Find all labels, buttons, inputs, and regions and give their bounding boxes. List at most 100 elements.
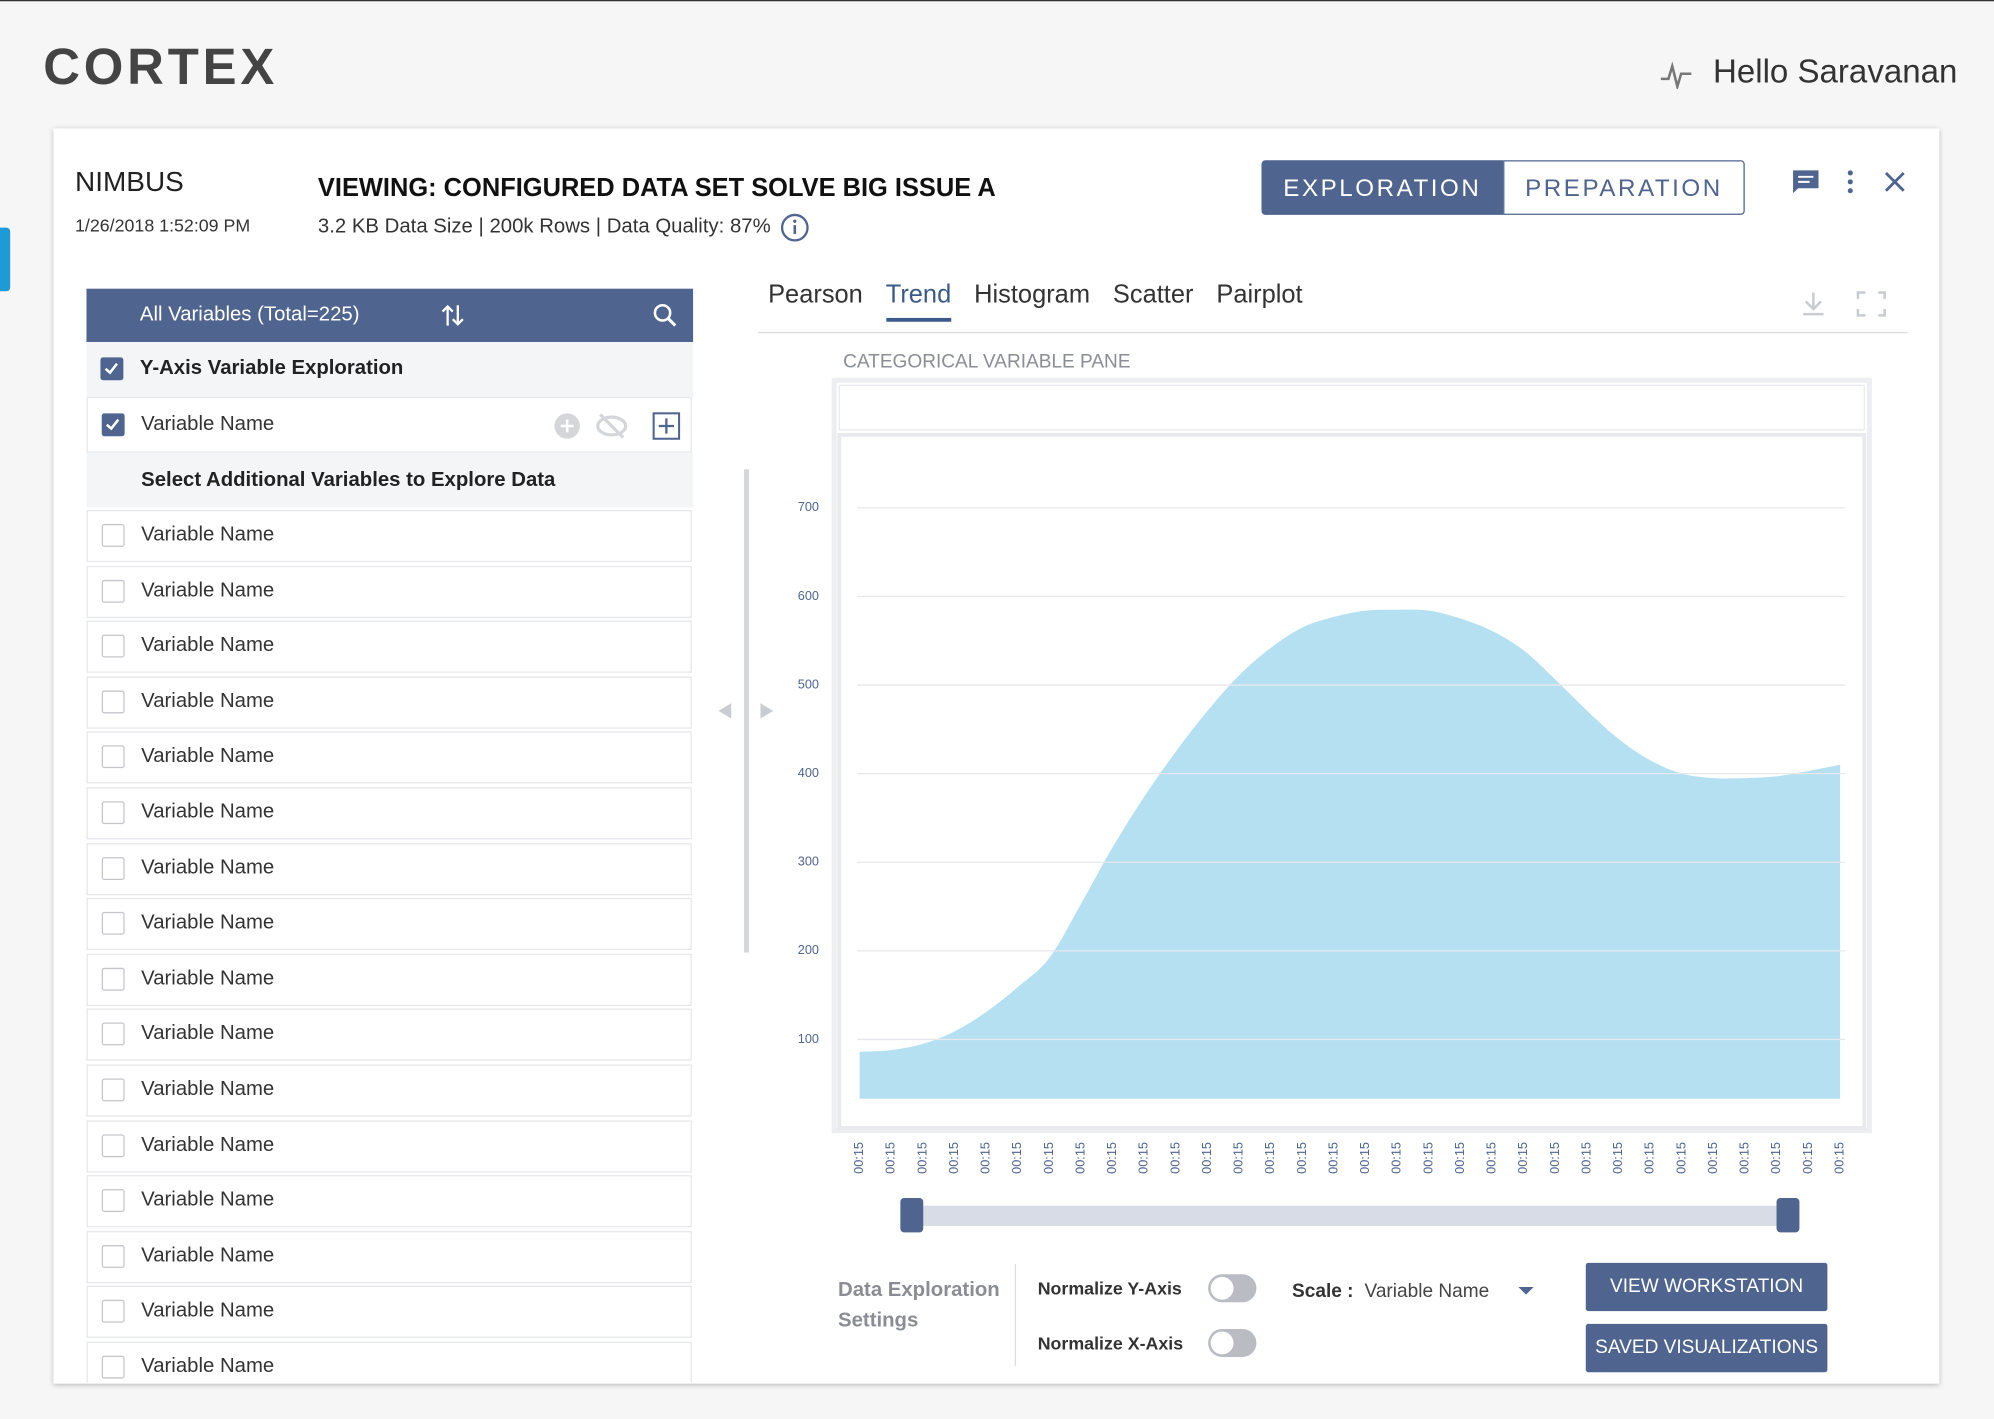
panel-icons[interactable]: [1791, 167, 1918, 203]
x-tick-label: 00:15: [1610, 1142, 1625, 1174]
x-tick-label: 00:15: [851, 1142, 866, 1174]
x-tick-label: 00:15: [1578, 1142, 1593, 1174]
variable-name: Variable Name: [141, 1133, 275, 1156]
variable-name: Variable Name: [141, 1244, 275, 1267]
normalize-x-toggle[interactable]: [1208, 1328, 1257, 1357]
variable-row: Variable Name: [86, 953, 692, 1006]
checkbox[interactable]: [101, 1189, 125, 1213]
tab[interactable]: Pairplot: [1216, 281, 1303, 310]
variable-row: Variable Name: [86, 1008, 692, 1062]
chart-tools[interactable]: [1798, 289, 1887, 320]
variable-row: Variable Name: [86, 898, 692, 951]
checkbox[interactable]: [101, 634, 125, 658]
checkbox[interactable]: [101, 1133, 125, 1157]
tab[interactable]: Pearson: [768, 281, 863, 310]
checkbox[interactable]: [101, 745, 125, 769]
y-tick-label: 400: [798, 765, 819, 780]
checkbox[interactable]: [101, 967, 125, 991]
variable-name: Variable Name: [141, 1022, 275, 1045]
variable-row: Variable Name: [86, 731, 692, 784]
checkbox[interactable]: [101, 413, 125, 437]
x-tick-label: 00:15: [1547, 1142, 1562, 1174]
checkbox[interactable]: [101, 690, 125, 714]
variable-name: Variable Name: [141, 745, 275, 768]
collapse-arrows[interactable]: [715, 701, 779, 721]
variable-row: Variable Name: [86, 1286, 692, 1339]
y-variable-row: Variable Name: [86, 396, 692, 453]
y-axis-row: [86, 342, 694, 397]
variable-name: Variable Name: [141, 690, 275, 712]
sort-icon[interactable]: [439, 301, 467, 329]
variable-row: Variable Name: [86, 1230, 692, 1283]
tabs: Pearson Trend Histogram Scatter Pairplot: [768, 281, 1303, 322]
area: [859, 609, 1841, 1099]
variable-row: Variable Name: [86, 676, 692, 729]
dataset-title: VIEWING: CONFIGURED DATA SET SOLVE BIG I…: [317, 174, 996, 203]
row-icons[interactable]: [551, 411, 683, 442]
mode-preparation[interactable]: PREPARATION: [1503, 160, 1745, 215]
y-tick-label: 700: [798, 499, 819, 514]
tab[interactable]: Histogram: [974, 281, 1091, 310]
accent-bar: [0, 227, 11, 292]
normalize-x-label: Normalize X-Axis: [1037, 1332, 1184, 1354]
tab[interactable]: Scatter: [1112, 281, 1194, 310]
y-tick-label: 100: [798, 1031, 819, 1046]
checkbox[interactable]: [101, 523, 125, 547]
checkbox[interactable]: [100, 357, 124, 381]
variable-row: Variable Name: [86, 509, 692, 563]
checkbox[interactable]: [101, 1078, 125, 1102]
tab[interactable]: Trend: [885, 281, 952, 322]
checkbox[interactable]: [101, 1244, 125, 1268]
slider-handle[interactable]: [900, 1197, 924, 1233]
scale-value[interactable]: Variable Name: [1364, 1280, 1490, 1303]
x-tick-label: 00:15: [1357, 1142, 1372, 1174]
x-tick-label: 00:15: [1768, 1142, 1783, 1174]
x-tick-label: 00:15: [1642, 1142, 1657, 1174]
checkbox[interactable]: [101, 1022, 125, 1046]
slider-handle[interactable]: [1776, 1197, 1800, 1233]
view-workstation-button[interactable]: VIEW WORKSTATION: [1585, 1262, 1828, 1312]
x-tick-label: 00:15: [1325, 1142, 1340, 1174]
variable-name: Variable Name: [141, 1189, 275, 1211]
variable-name: Variable Name: [141, 967, 275, 990]
tabs-divider: [757, 331, 1908, 334]
checkbox[interactable]: [101, 1300, 125, 1324]
x-tick-label: 00:15: [883, 1142, 898, 1174]
checkbox[interactable]: [101, 579, 125, 603]
y-axis-title: Y-Axis Variable Exploration: [139, 357, 404, 379]
checkbox[interactable]: [101, 1355, 125, 1379]
variable-row: Variable Name: [86, 1341, 692, 1383]
timestamp: 1/26/2018 1:52:09 PM: [75, 214, 251, 236]
x-tick-label: 00:15: [978, 1142, 993, 1174]
search-icon[interactable]: [651, 301, 679, 329]
variable-row: Variable Name: [86, 1175, 692, 1228]
checkbox[interactable]: [101, 856, 125, 880]
dropdown-arrow[interactable]: [1517, 1284, 1535, 1297]
variable-name: Variable Name: [141, 1300, 275, 1322]
variable-name: Variable Name: [141, 634, 275, 657]
y-variable-name: Variable Name: [141, 413, 275, 435]
checkbox[interactable]: [101, 912, 125, 935]
x-tick-label: 00:15: [1831, 1142, 1846, 1174]
x-tick-label: 00:15: [1420, 1142, 1435, 1174]
x-tick-label: 00:15: [1673, 1142, 1688, 1174]
y-tick-label: 500: [798, 676, 819, 691]
additional-row: [86, 452, 694, 508]
saved-visualizations-button[interactable]: SAVED VISUALIZATIONS: [1585, 1323, 1828, 1373]
slider-track: [910, 1205, 1787, 1226]
x-tick-label: 00:15: [1737, 1142, 1752, 1174]
categorical-pane: [838, 384, 1865, 431]
normalize-y-toggle[interactable]: [1208, 1274, 1257, 1303]
x-tick-label: 00:15: [1800, 1142, 1815, 1174]
variable-row: Variable Name: [86, 1119, 692, 1173]
variable-row: Variable Name: [86, 1064, 692, 1117]
mode-exploration[interactable]: EXPLORATION: [1261, 160, 1504, 215]
scale-label: Scale :: [1292, 1280, 1354, 1303]
checkbox[interactable]: [101, 801, 125, 825]
info-icon[interactable]: [780, 212, 811, 243]
chart-frame: [831, 377, 1872, 1134]
additional-title: Select Additional Variables to Explore D…: [141, 469, 556, 491]
x-tick-label: 00:15: [1515, 1142, 1530, 1174]
variable-name: Variable Name: [141, 1355, 275, 1378]
